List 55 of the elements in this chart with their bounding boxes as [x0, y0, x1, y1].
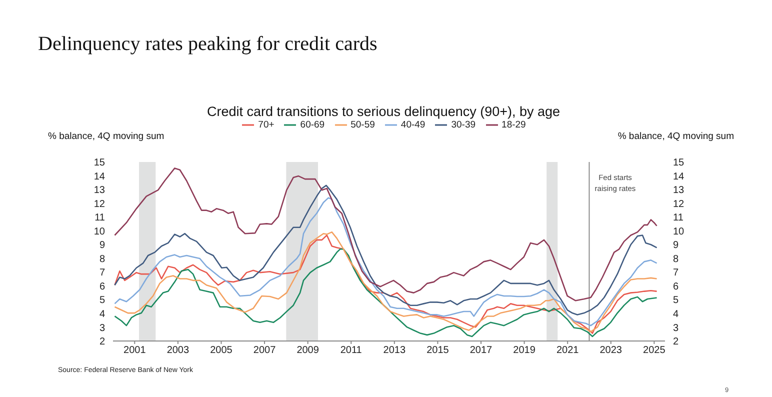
- y2-tick-label: 2: [673, 336, 679, 348]
- y2-tick-label: 9: [673, 240, 679, 252]
- y2-tick-label: 11: [673, 212, 684, 224]
- x-tick-label: 2015: [426, 345, 450, 356]
- y-tick-label: 4: [99, 309, 106, 320]
- y2-axis-title: % balance, 4Q moving sum: [618, 131, 734, 142]
- y2-tick-label: 14: [673, 171, 685, 182]
- y-tick-label: 8: [99, 254, 106, 265]
- y-tick-label: 9: [99, 240, 106, 252]
- y-tick-label: 10: [94, 226, 106, 238]
- legend-label: 70+: [258, 120, 274, 131]
- legend-label: 30-39: [451, 120, 476, 131]
- x-tick-label: 2023: [600, 345, 622, 356]
- y2-tick-label: 8: [673, 254, 679, 265]
- legend-label: 18-29: [502, 120, 526, 131]
- x-tick-label: 2009: [296, 345, 320, 356]
- x-tick-label: 2017: [470, 345, 493, 356]
- y-tick-label: 2: [99, 336, 106, 348]
- y-tick-label: 13: [94, 185, 106, 196]
- line-series: [114, 248, 658, 338]
- y-tick-label: 3: [99, 322, 106, 334]
- line-series: [114, 168, 658, 302]
- line-series: [114, 197, 658, 326]
- x-tick-label: 2025: [643, 345, 666, 356]
- chart-title: Delinquency rates peaking for credit cards: [38, 33, 378, 56]
- y2-tick-label: 4: [673, 309, 679, 320]
- legend-label: 40-49: [400, 120, 426, 131]
- y2-tick-label: 10: [673, 226, 685, 238]
- y2-tick-label: 5: [673, 295, 679, 306]
- y-tick-label: 15: [94, 158, 106, 169]
- legend-label: 50-59: [350, 120, 375, 131]
- y-tick-label: 14: [94, 171, 106, 182]
- x-tick-label: 2011: [340, 345, 362, 356]
- x-tick-label: 2013: [383, 345, 406, 356]
- y-tick-label: 5: [99, 295, 106, 306]
- x-tick-label: 2005: [210, 345, 233, 356]
- y-tick-label: 7: [99, 268, 106, 279]
- y2-tick-label: 13: [673, 185, 685, 196]
- y2-tick-label: 7: [673, 268, 679, 279]
- x-tick-label: 2007: [253, 345, 276, 356]
- x-tick-label: 2019: [513, 345, 536, 356]
- y-axis-title: % balance, 4Q moving sum: [48, 131, 164, 142]
- legend-label: 60-69: [300, 120, 325, 131]
- x-tick-label: 2021: [556, 345, 580, 356]
- y2-tick-label: 12: [673, 198, 685, 210]
- x-tick-label: 2001: [124, 345, 146, 356]
- y2-tick-label: 15: [673, 158, 685, 169]
- y-tick-label: 12: [94, 198, 106, 210]
- y2-tick-label: 6: [673, 281, 679, 292]
- line-series: [114, 184, 658, 316]
- x-tick-label: 2003: [166, 345, 190, 356]
- y2-tick-label: 3: [673, 322, 679, 334]
- y-tick-label: 6: [99, 281, 106, 292]
- chart-subtitle: Credit card transitions to serious delinquency (90+), by age: [206, 104, 562, 119]
- y-tick-label: 11: [94, 212, 106, 224]
